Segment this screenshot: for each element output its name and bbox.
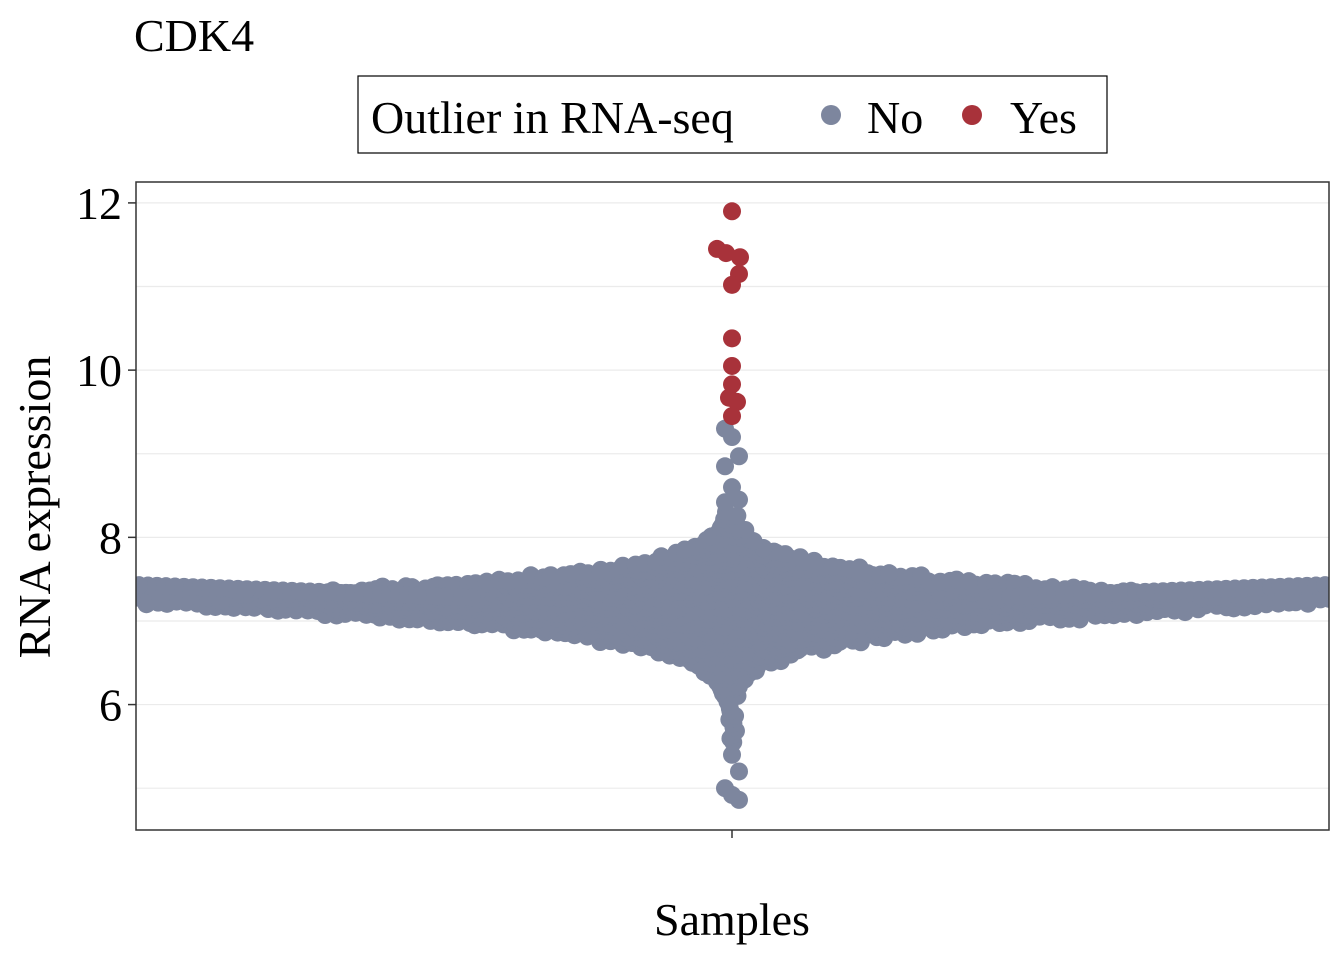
data-point <box>912 566 931 585</box>
outlier-point <box>723 407 741 426</box>
outlier-point <box>723 202 741 221</box>
data-point <box>730 490 748 509</box>
y-tick-label: 12 <box>76 178 122 229</box>
data-point <box>723 745 741 764</box>
data-point <box>1316 576 1329 595</box>
outlier-point <box>723 275 741 294</box>
data-point <box>730 762 748 781</box>
y-tick-label: 6 <box>99 680 122 731</box>
chart-title: CDK4 <box>134 10 254 61</box>
data-points <box>103 202 1344 809</box>
legend-title: Outlier in RNA-seq <box>371 92 734 143</box>
data-point <box>112 576 130 594</box>
data-point <box>959 572 978 591</box>
data-point <box>730 447 748 466</box>
data-point <box>730 790 748 809</box>
data-point <box>1334 576 1344 594</box>
data-point <box>986 574 1005 593</box>
legend-label-no: No <box>867 92 923 143</box>
data-point <box>541 566 560 585</box>
data-point <box>1320 589 1329 608</box>
y-tick-label: 8 <box>99 512 122 563</box>
outlier-point <box>717 244 735 263</box>
y-tick-label: 10 <box>76 345 122 396</box>
data-point <box>805 551 824 570</box>
legend-box <box>357 75 1108 154</box>
legend-marker-no <box>821 105 841 125</box>
legend: Outlier in RNA-seq No Yes <box>357 75 1108 154</box>
data-point <box>136 576 148 595</box>
y-axis-ticks: 6 8 10 12 <box>76 178 136 731</box>
legend-label-yes: Yes <box>1010 92 1077 143</box>
data-point <box>103 575 121 593</box>
y-axis-label: RNA expression <box>9 356 60 659</box>
outlier-point <box>723 356 741 375</box>
data-point <box>823 557 842 576</box>
outlier-point <box>723 329 741 348</box>
data-point <box>716 457 734 476</box>
data-point <box>791 548 810 567</box>
outlier-point <box>723 375 741 394</box>
legend-marker-yes <box>962 105 982 125</box>
data-point <box>850 558 869 577</box>
data-point <box>880 564 899 583</box>
data-point <box>723 428 741 447</box>
outlier-point <box>728 392 746 411</box>
outlier-point <box>731 248 749 267</box>
data-point <box>1325 577 1329 593</box>
data-point <box>716 493 734 512</box>
x-axis-label: Samples <box>654 894 810 945</box>
